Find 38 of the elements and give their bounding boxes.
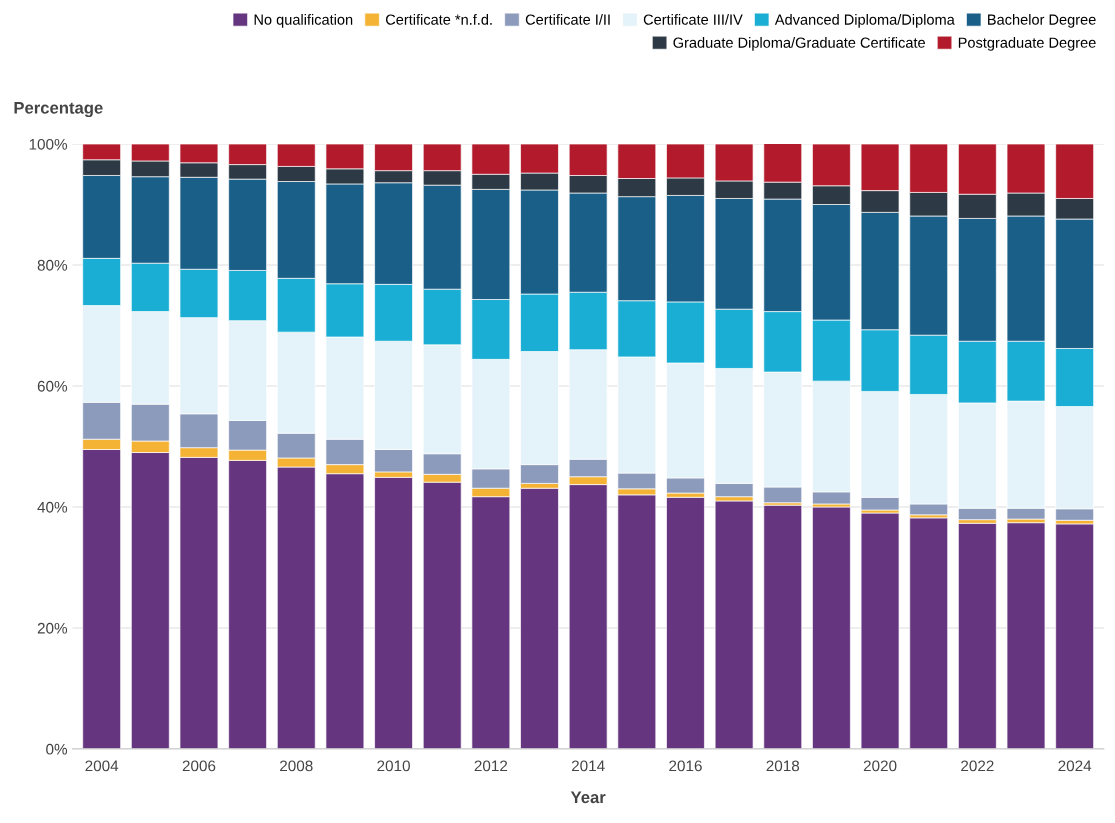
y-tick-label: 40% bbox=[37, 501, 68, 513]
x-tick-label: 2018 bbox=[766, 760, 800, 772]
x-tick-label: 2016 bbox=[669, 760, 702, 772]
legend-label: Bachelor Degree bbox=[988, 14, 1096, 28]
bar bbox=[1006, 522, 1046, 749]
bar bbox=[860, 512, 900, 749]
x-tick-label: 2006 bbox=[182, 760, 216, 772]
legend-label: Graduate Diploma/Graduate Certificate bbox=[673, 37, 925, 51]
legend-label: Postgraduate Degree bbox=[958, 37, 1096, 51]
x-tick-label: 2022 bbox=[961, 760, 994, 772]
x-tick-label: 2012 bbox=[474, 760, 508, 772]
x-tick-label: 2004 bbox=[85, 760, 119, 772]
legend-label: No qualification bbox=[254, 14, 353, 28]
bar bbox=[520, 487, 559, 749]
legend-label: Certificate III/IV bbox=[643, 14, 743, 25]
y-axis-title: Percentage bbox=[14, 102, 103, 118]
bar bbox=[374, 476, 413, 749]
x-axis-title: Year bbox=[570, 791, 606, 804]
y-tick-label: 0% bbox=[46, 743, 68, 755]
y-tick-label: 100% bbox=[29, 138, 68, 150]
bar bbox=[714, 500, 754, 749]
y-tick-label: 20% bbox=[37, 622, 68, 634]
y-tick-label: 80% bbox=[37, 259, 68, 271]
legend-label: Certificate I/II bbox=[525, 14, 610, 25]
bar bbox=[1055, 523, 1094, 749]
bar bbox=[763, 504, 803, 749]
legend-label: Advanced Diploma/Diploma bbox=[774, 14, 955, 28]
y-tick-label: 60% bbox=[37, 380, 68, 392]
x-tick-label: 2024 bbox=[1058, 760, 1092, 772]
x-tick-label: 2020 bbox=[863, 760, 897, 772]
bar bbox=[666, 496, 705, 749]
x-tick-label: 2008 bbox=[280, 760, 313, 772]
x-tick-label: 2014 bbox=[571, 760, 605, 772]
bar bbox=[812, 506, 851, 749]
bar bbox=[909, 517, 949, 749]
x-tick-label: 2010 bbox=[377, 760, 410, 772]
bar bbox=[958, 522, 997, 749]
legend-label: Certificate *n.f.d. bbox=[385, 14, 492, 25]
